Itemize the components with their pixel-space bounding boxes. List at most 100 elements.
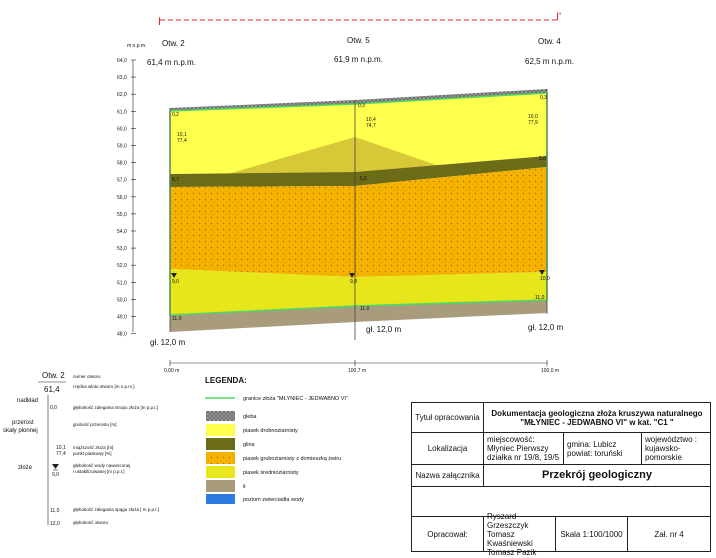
legend-label-medium: piasek średnioziarnisty [243, 470, 299, 476]
bh1-water-icon [171, 273, 177, 278]
bh3-bottom: 11,0 [535, 295, 545, 301]
legend-swatch-fine [206, 424, 235, 436]
legend-label-il: ił [243, 484, 246, 490]
depth-tick-label: 56,0 [117, 195, 127, 201]
section-end-marker: I' [556, 11, 561, 23]
legend-label-water: poziom zwierciadła wody [243, 497, 304, 503]
legend-label-clay: glina [243, 442, 256, 448]
bh2-water-icon [349, 273, 355, 278]
location-row: Lokalizacja miejscowość: Młyniec Pierwsz… [412, 433, 710, 465]
depth-tick-label: 57,0 [117, 178, 127, 184]
depth-tick-label: 64,0 [117, 58, 127, 64]
legend-swatch-medium [206, 466, 235, 478]
depth-tick-label: 54,0 [117, 229, 127, 235]
layer-il [170, 300, 547, 332]
borehole-2-name: Otw. 5 [347, 36, 370, 45]
depth-ticks: 64,0 63,0 62,0 61,0 60,0 59,0 58,0 57,0 56,0 55,0… [117, 58, 136, 338]
layer-clay [170, 156, 547, 187]
layer-coarse-sand-gravel [170, 167, 547, 277]
key-water-icon [52, 464, 59, 469]
key-label-glebokosc-stropu: głębokość zalegania stropu złoża [m p.p.… [73, 405, 158, 410]
depth-axis-title: m n.p.m. [127, 43, 146, 49]
depth-tick-label: 48,0 [117, 332, 127, 338]
layer-medium-sand [170, 269, 547, 315]
bh1-top: 0,2 [172, 112, 179, 118]
depth-tick-label: 49,0 [117, 315, 127, 321]
title-block: Tytuł opracowania Dokumentacja geologicz… [411, 402, 711, 557]
legend-label-gleba: gleba [243, 414, 257, 420]
key-value-101: 10,1 [56, 445, 66, 451]
key-label-spag: głębokość zalegania spągu złoża [ m p.p.… [73, 507, 159, 512]
depth-tick-label: 52,0 [117, 263, 127, 269]
layer-fine-sand [170, 93, 547, 174]
location-place: miejscowość: Młyniec Pierwszy działka nr… [484, 433, 564, 464]
depth-tick-label: 63,0 [117, 75, 127, 81]
depth-tick-label: 58,0 [117, 161, 127, 167]
key-label-zloze: złoże [18, 465, 33, 471]
location-label: Lokalizacja [412, 433, 484, 464]
legend-label-gravel: piasek gruboziarnisty z domieszką żwiru [243, 456, 341, 462]
key-value-90: 9,0 [52, 472, 59, 478]
key-elevation: 61,4 [44, 385, 60, 394]
distance-label-3: 100,0 m [541, 368, 559, 374]
title-value: Dokumentacja geologiczna złoża kruszywa … [491, 408, 703, 427]
depth-tick-label: 55,0 [117, 212, 127, 218]
bh1-thickness: 10,1 [177, 132, 187, 138]
bh2-total-depth: gł. 12,0 m [366, 325, 401, 334]
depth-tick-label: 51,0 [117, 280, 127, 286]
legend-swatch-water [206, 494, 235, 504]
bh3-water-icon [539, 270, 545, 275]
scale: Skala 1:100/1000 [556, 517, 628, 551]
legend-boundary-label: granice złoża "MŁYNIEC - JEDWABNO VI" [243, 396, 348, 402]
legend-swatch-il [206, 480, 235, 492]
bh2-water: 9,8 [350, 279, 357, 285]
attachment-label: Nazwa załącznika [412, 465, 484, 486]
bh3-top: 0,3 [540, 95, 547, 101]
legend-title: LEGENDA: [205, 376, 247, 385]
bh1-pct: 77,4 [177, 138, 187, 144]
bh2-thickness: 10,4 [366, 117, 376, 123]
key-value-00: 0,0 [50, 405, 57, 411]
title-label: Tytuł opracowania [412, 403, 484, 432]
depth-tick-label: 62,0 [117, 92, 127, 98]
key-label-numer: numer otworu [73, 374, 101, 379]
title-row: Tytuł opracowania Dokumentacja geologicz… [412, 403, 710, 433]
key-value-120: 12,0 [50, 521, 60, 527]
bh1-water: 9,0 [172, 279, 179, 285]
legend-swatch-gleba [206, 411, 235, 421]
key-value-110: 11,0 [50, 508, 60, 514]
key-label-rzedna: rzędna wlotu otworu [m n.p.m.] [73, 384, 135, 389]
borehole-1-elevation: 61,4 m n.p.m. [147, 58, 196, 67]
bh3-total-depth: gł. 12,0 m [528, 323, 563, 332]
bh3-thickness: 10,0 [528, 114, 538, 120]
borehole-3-name: Otw. 4 [538, 37, 561, 46]
bh2-top: 0,3 [358, 103, 365, 109]
legend-swatch-clay [206, 438, 235, 450]
bh3-pct: 77,9 [528, 120, 538, 126]
bh2-clay: 5,6 [360, 176, 367, 182]
depth-tick-label: 59,0 [117, 144, 127, 150]
location-commune: gmina: Lubicz powiat: toruński [564, 433, 642, 464]
key-borehole-name: Otw. 2 [42, 371, 65, 380]
legend-label-fine: piasek drobnoziarnisty [243, 428, 298, 434]
bh2-pct: 74,7 [366, 123, 376, 129]
key-label-glebokosc-otworu: głębokość otworu [73, 520, 109, 525]
key-label-miazszosc: miąższość złoża [m] punkt piaskowy [%] [73, 445, 113, 456]
layer-soil [170, 89, 547, 111]
layer-medium-sand-lens [228, 137, 445, 174]
bh1-clay: 6,7 [172, 177, 179, 183]
depth-tick-label: 50,0 [117, 297, 127, 303]
key-label-nadklad: nadkład [17, 398, 38, 404]
distance-label-2: 100,7 m [348, 368, 366, 374]
attachment-number: Zał. nr 4 [654, 529, 684, 539]
borehole-3-elevation: 62,5 m n.p.m. [525, 57, 574, 66]
authors: Ryszard Grzeszczyk Tomasz Kwaśniewski To… [484, 512, 556, 557]
borehole-2-elevation: 61,9 m n.p.m. [334, 55, 383, 64]
author-row: Opracował: Ryszard Grzeszczyk Tomasz Kwa… [412, 512, 710, 557]
bh2-bottom: 11,0 [360, 306, 370, 312]
attachment-row: Nazwa załącznika Przekrój geologiczny [412, 465, 710, 487]
depth-tick-label: 61,0 [117, 109, 127, 115]
legend-swatch-gravel [206, 452, 235, 464]
key-label-przerost: przerost skały płonnej [3, 420, 38, 434]
